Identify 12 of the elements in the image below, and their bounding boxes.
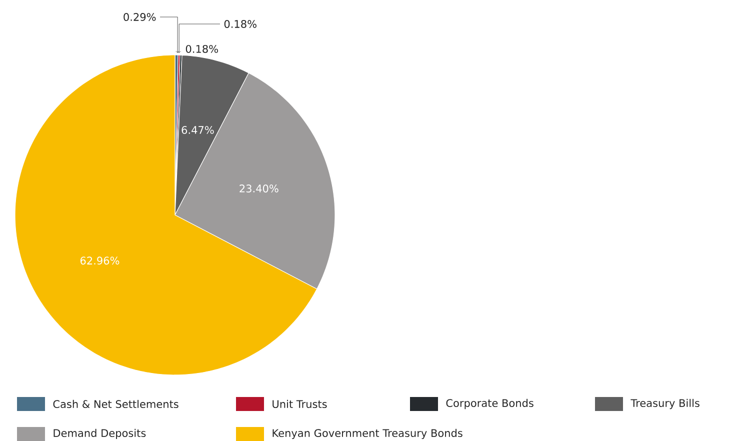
- legend-label: Demand Deposits: [54, 428, 146, 440]
- data-label: 0.18%: [186, 44, 218, 53]
- legend-label: Kenyan Government Treasury Bonds: [272, 428, 462, 440]
- legend-label: Unit Trusts: [272, 400, 327, 408]
- legend-label: Corporate Bonds: [446, 398, 534, 410]
- data-label: 0.18%: [224, 20, 256, 28]
- legend-label: Treasury Bills: [630, 398, 700, 410]
- legend-label: Cash & Net Settlements: [53, 400, 178, 408]
- data-label: 6.47%: [182, 126, 214, 134]
- data-label: 0.29%: [124, 13, 156, 21]
- data-label: 62.96%: [80, 256, 120, 265]
- data-label: 23.40%: [240, 184, 278, 192]
